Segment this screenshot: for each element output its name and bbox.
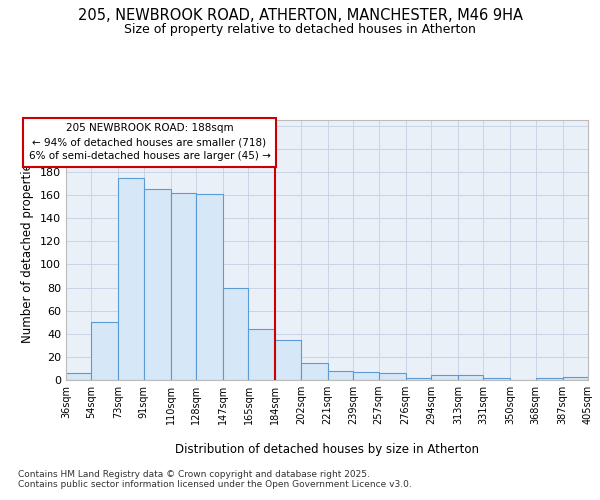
- Bar: [248, 329, 275, 380]
- Bar: [484, 378, 510, 380]
- Text: Distribution of detached houses by size in Atherton: Distribution of detached houses by size …: [175, 442, 479, 456]
- Bar: [170, 193, 196, 380]
- Bar: [91, 322, 118, 380]
- Text: Size of property relative to detached houses in Atherton: Size of property relative to detached ho…: [124, 22, 476, 36]
- Bar: [275, 340, 301, 380]
- Text: 205 NEWBROOK ROAD: 188sqm
← 94% of detached houses are smaller (718)
6% of semi-: 205 NEWBROOK ROAD: 188sqm ← 94% of detac…: [29, 124, 271, 162]
- Bar: [66, 373, 91, 380]
- Text: 205, NEWBROOK ROAD, ATHERTON, MANCHESTER, M46 9HA: 205, NEWBROOK ROAD, ATHERTON, MANCHESTER…: [77, 8, 523, 22]
- Bar: [328, 371, 353, 380]
- Bar: [406, 378, 431, 380]
- Bar: [353, 372, 379, 380]
- Bar: [118, 178, 144, 380]
- Bar: [301, 362, 328, 380]
- Bar: [196, 194, 223, 380]
- Bar: [563, 376, 588, 380]
- Y-axis label: Number of detached properties: Number of detached properties: [22, 157, 34, 343]
- Bar: [431, 376, 458, 380]
- Bar: [458, 376, 484, 380]
- Bar: [144, 190, 170, 380]
- Bar: [223, 288, 248, 380]
- Bar: [379, 373, 406, 380]
- Text: Contains HM Land Registry data © Crown copyright and database right 2025.
Contai: Contains HM Land Registry data © Crown c…: [18, 470, 412, 490]
- Bar: [536, 378, 563, 380]
